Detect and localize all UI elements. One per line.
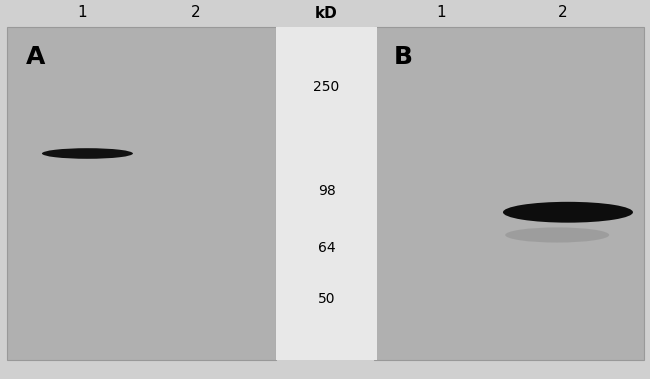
Ellipse shape bbox=[42, 148, 133, 159]
FancyBboxPatch shape bbox=[6, 27, 276, 360]
Text: 2: 2 bbox=[558, 5, 567, 20]
Text: 64: 64 bbox=[318, 241, 335, 255]
Text: kD: kD bbox=[315, 6, 338, 21]
Text: B: B bbox=[393, 45, 412, 69]
Text: 1: 1 bbox=[436, 5, 446, 20]
Text: 250: 250 bbox=[313, 80, 340, 94]
FancyBboxPatch shape bbox=[374, 27, 644, 360]
Text: 1: 1 bbox=[77, 5, 87, 20]
Text: 2: 2 bbox=[190, 5, 200, 20]
Ellipse shape bbox=[503, 202, 633, 223]
Text: A: A bbox=[26, 45, 46, 69]
FancyBboxPatch shape bbox=[276, 27, 377, 360]
Text: 98: 98 bbox=[318, 185, 335, 198]
Ellipse shape bbox=[505, 227, 609, 243]
Text: 50: 50 bbox=[318, 293, 335, 306]
